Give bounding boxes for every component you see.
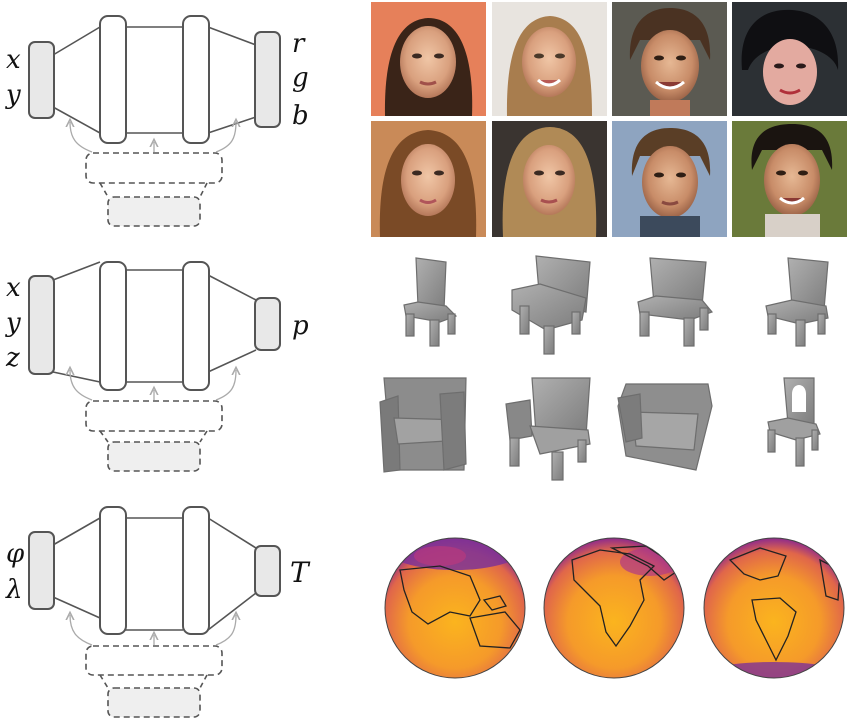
- chair-shape-icon: [637, 257, 714, 347]
- hidden-layer-1: [99, 15, 127, 144]
- output-symbol: b: [292, 101, 309, 131]
- output-symbol: T: [290, 556, 311, 589]
- face-photo-icon: [492, 2, 607, 116]
- chair-shape-icon: [767, 377, 821, 467]
- face-photo-icon: [732, 121, 847, 237]
- latent-code-box: [107, 441, 201, 472]
- input-layer: [28, 275, 55, 375]
- input-layer: [28, 41, 55, 119]
- hidden-layer-2: [182, 15, 210, 144]
- input-symbol: x: [6, 273, 21, 303]
- temperature-globe-icon: [384, 537, 526, 679]
- face-photo-icon: [371, 2, 486, 116]
- input-symbol: y: [5, 308, 21, 338]
- face-grid: [371, 2, 847, 237]
- hidden-layer-1: [99, 506, 127, 635]
- hypernetwork-box: [85, 645, 223, 676]
- input-layer: [28, 531, 55, 610]
- globe-grid: [384, 537, 845, 679]
- network-diagram-occupancy: x y z p: [5, 261, 309, 472]
- network-diagram-rgb: x y r g b: [5, 15, 309, 227]
- face-photo-icon: [732, 2, 847, 116]
- face-photo-icon: [612, 121, 727, 237]
- output-symbol: r: [292, 29, 306, 59]
- chair-grid: [379, 255, 829, 481]
- chair-shape-icon: [617, 383, 713, 471]
- chair-shape-icon: [403, 257, 458, 347]
- face-photo-icon: [612, 2, 727, 116]
- output-symbol: p: [292, 311, 309, 341]
- output-layer: [254, 545, 281, 597]
- face-photo-icon: [492, 121, 607, 237]
- input-symbol: λ: [5, 575, 22, 605]
- input-symbol: z: [5, 343, 20, 373]
- output-layer: [254, 31, 281, 128]
- hypernetwork-box: [85, 400, 223, 432]
- face-photo-icon: [371, 121, 486, 237]
- output-symbol: g: [292, 63, 309, 93]
- temperature-globe-icon: [703, 537, 845, 679]
- hypernetwork-box: [85, 152, 223, 184]
- input-symbol: φ: [6, 539, 25, 569]
- latent-code-box: [107, 687, 201, 718]
- chair-shape-icon: [505, 377, 591, 481]
- hidden-layer-1: [99, 261, 127, 391]
- chair-shape-icon: [379, 377, 467, 473]
- temperature-globe-icon: [543, 537, 685, 679]
- output-layer: [254, 297, 281, 351]
- network-diagram-climate: φ λ T: [5, 506, 311, 718]
- hidden-layer-2: [182, 261, 210, 391]
- chair-shape-icon: [765, 257, 829, 347]
- input-symbol: y: [5, 80, 21, 110]
- hidden-layer-2: [182, 506, 210, 635]
- chair-shape-icon: [511, 255, 591, 355]
- input-symbol: x: [6, 45, 21, 75]
- latent-code-box: [107, 196, 201, 227]
